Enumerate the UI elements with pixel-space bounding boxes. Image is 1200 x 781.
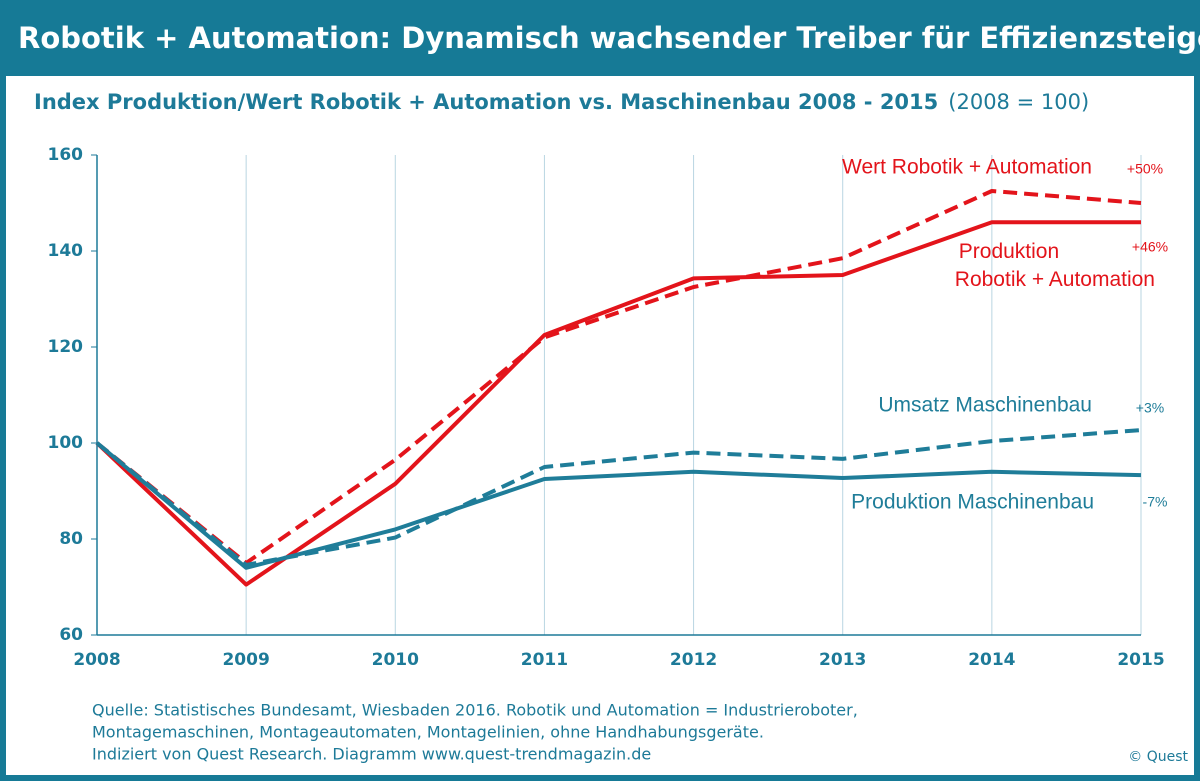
annotation: +3%	[1136, 400, 1164, 416]
subtitle-note: (2008 = 100)	[948, 90, 1089, 114]
legend-label-line: Robotik + Automation	[955, 268, 1155, 291]
x-tick-label: 2010	[372, 650, 419, 670]
x-tick-label: 2008	[73, 650, 120, 670]
legend-label-line: Produktion	[959, 240, 1065, 263]
annotation: +46%	[1132, 239, 1168, 255]
series-line	[95, 441, 1142, 570]
legend-label: Umsatz Maschinenbau	[878, 394, 1092, 417]
x-tick-label: 2011	[521, 650, 568, 670]
legend-label: Produktion Robotik + Automation	[955, 240, 1155, 291]
title-bar	[0, 0, 1200, 76]
legend-label: Wert Robotik + Automation	[842, 156, 1092, 179]
x-tick-label: 2015	[1117, 650, 1164, 670]
subtitle: Index Produktion/Wert Robotik + Automati…	[34, 90, 1089, 114]
y-tick-label: 100	[48, 433, 84, 453]
y-tick-label: 60	[59, 625, 83, 645]
annotation: +50%	[1127, 161, 1163, 177]
series-line	[95, 220, 1141, 587]
source-note: Indiziert von Quest Research. Diagramm w…	[92, 745, 651, 764]
series-line	[95, 189, 1142, 565]
legend-label: Produktion Maschinenbau	[851, 491, 1094, 514]
x-tick-label: 2014	[968, 650, 1015, 670]
x-tick-label: 2013	[819, 650, 866, 670]
source-note: Montagemaschinen, Montageautomaten, Mont…	[92, 723, 764, 742]
y-tick-label: 120	[48, 337, 84, 357]
source-note: Quelle: Statistisches Bundesamt, Wiesbad…	[92, 701, 858, 720]
credit: © Quest	[1128, 749, 1188, 765]
annotation: -7%	[1143, 494, 1168, 510]
y-tick-label: 160	[48, 145, 84, 165]
x-tick-label: 2012	[670, 650, 717, 670]
y-tick-label: 140	[48, 241, 84, 261]
subtitle-main: Index Produktion/Wert Robotik + Automati…	[34, 90, 938, 114]
y-tick-label: 80	[59, 529, 83, 549]
chart-title: Robotik + Automation: Dynamisch wachsend…	[18, 21, 1200, 55]
x-tick-label: 2009	[222, 650, 269, 670]
